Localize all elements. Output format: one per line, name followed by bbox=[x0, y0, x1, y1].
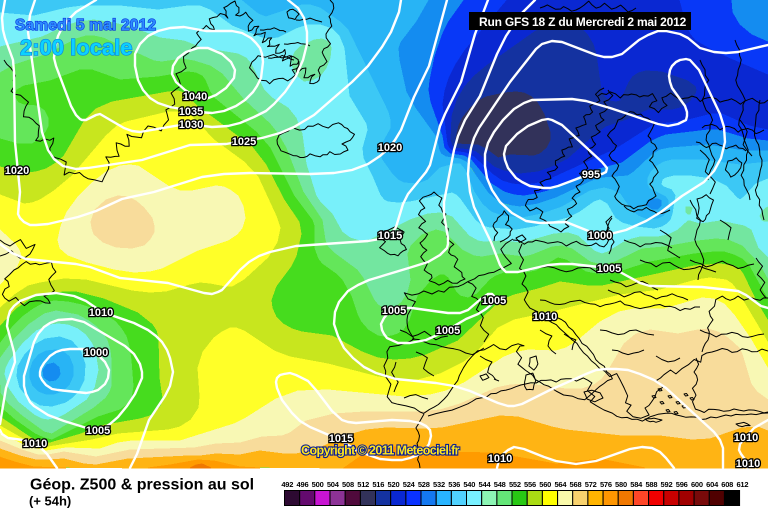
svg-text:536: 536 bbox=[448, 480, 460, 489]
svg-text:588: 588 bbox=[645, 480, 657, 489]
svg-text:568: 568 bbox=[570, 480, 582, 489]
svg-text:540: 540 bbox=[463, 480, 475, 489]
svg-text:1015: 1015 bbox=[329, 433, 353, 445]
svg-text:596: 596 bbox=[676, 480, 688, 489]
svg-text:520: 520 bbox=[388, 480, 400, 489]
svg-text:580: 580 bbox=[615, 480, 627, 489]
svg-text:1010: 1010 bbox=[23, 438, 47, 450]
svg-text:1005: 1005 bbox=[597, 263, 621, 275]
svg-text:492: 492 bbox=[281, 480, 293, 489]
svg-text:576: 576 bbox=[600, 480, 612, 489]
svg-text:1025: 1025 bbox=[232, 136, 256, 148]
svg-text:504: 504 bbox=[327, 480, 340, 489]
svg-text:1010: 1010 bbox=[736, 458, 760, 470]
svg-text:512: 512 bbox=[357, 480, 369, 489]
svg-text:1040: 1040 bbox=[183, 91, 207, 103]
svg-text:528: 528 bbox=[418, 480, 430, 489]
svg-text:Samedi 5 mai 2012: Samedi 5 mai 2012 bbox=[15, 17, 156, 34]
svg-text:1010: 1010 bbox=[533, 311, 557, 323]
svg-text:604: 604 bbox=[706, 480, 719, 489]
svg-text:995: 995 bbox=[582, 169, 600, 181]
svg-text:2:00 locale: 2:00 locale bbox=[20, 35, 133, 60]
svg-text:1020: 1020 bbox=[378, 142, 402, 154]
svg-text:516: 516 bbox=[372, 480, 384, 489]
svg-text:1005: 1005 bbox=[436, 325, 460, 337]
svg-text:1000: 1000 bbox=[588, 230, 612, 242]
svg-text:(+ 54h): (+ 54h) bbox=[29, 494, 71, 509]
svg-text:1035: 1035 bbox=[179, 106, 203, 118]
svg-text:544: 544 bbox=[479, 480, 492, 489]
svg-text:Géop. Z500 & pression au sol: Géop. Z500 & pression au sol bbox=[30, 477, 254, 494]
svg-text:1015: 1015 bbox=[378, 230, 402, 242]
svg-text:Run GFS 18 Z du Mercredi 2 mai: Run GFS 18 Z du Mercredi 2 mai 2012 bbox=[479, 15, 687, 29]
svg-text:552: 552 bbox=[509, 480, 521, 489]
svg-text:600: 600 bbox=[691, 480, 703, 489]
svg-text:608: 608 bbox=[721, 480, 733, 489]
svg-text:496: 496 bbox=[297, 480, 309, 489]
svg-text:1000: 1000 bbox=[84, 347, 108, 359]
svg-text:1005: 1005 bbox=[482, 295, 506, 307]
svg-text:500: 500 bbox=[312, 480, 324, 489]
svg-text:1010: 1010 bbox=[89, 307, 113, 319]
svg-text:1005: 1005 bbox=[382, 305, 406, 317]
svg-text:1030: 1030 bbox=[179, 119, 203, 131]
svg-text:612: 612 bbox=[736, 480, 748, 489]
svg-text:564: 564 bbox=[554, 480, 567, 489]
svg-text:548: 548 bbox=[494, 480, 506, 489]
svg-text:Copyright © 2011 Meteociel.fr: Copyright © 2011 Meteociel.fr bbox=[301, 444, 460, 458]
svg-text:560: 560 bbox=[539, 480, 551, 489]
svg-text:1020: 1020 bbox=[5, 165, 29, 177]
svg-text:592: 592 bbox=[661, 480, 673, 489]
svg-text:1005: 1005 bbox=[86, 425, 110, 437]
svg-text:524: 524 bbox=[403, 480, 416, 489]
svg-text:1010: 1010 bbox=[488, 453, 512, 465]
svg-text:508: 508 bbox=[342, 480, 354, 489]
svg-text:584: 584 bbox=[630, 480, 643, 489]
svg-text:572: 572 bbox=[585, 480, 597, 489]
svg-text:556: 556 bbox=[524, 480, 536, 489]
svg-text:532: 532 bbox=[433, 480, 445, 489]
svg-text:1010: 1010 bbox=[734, 432, 758, 444]
